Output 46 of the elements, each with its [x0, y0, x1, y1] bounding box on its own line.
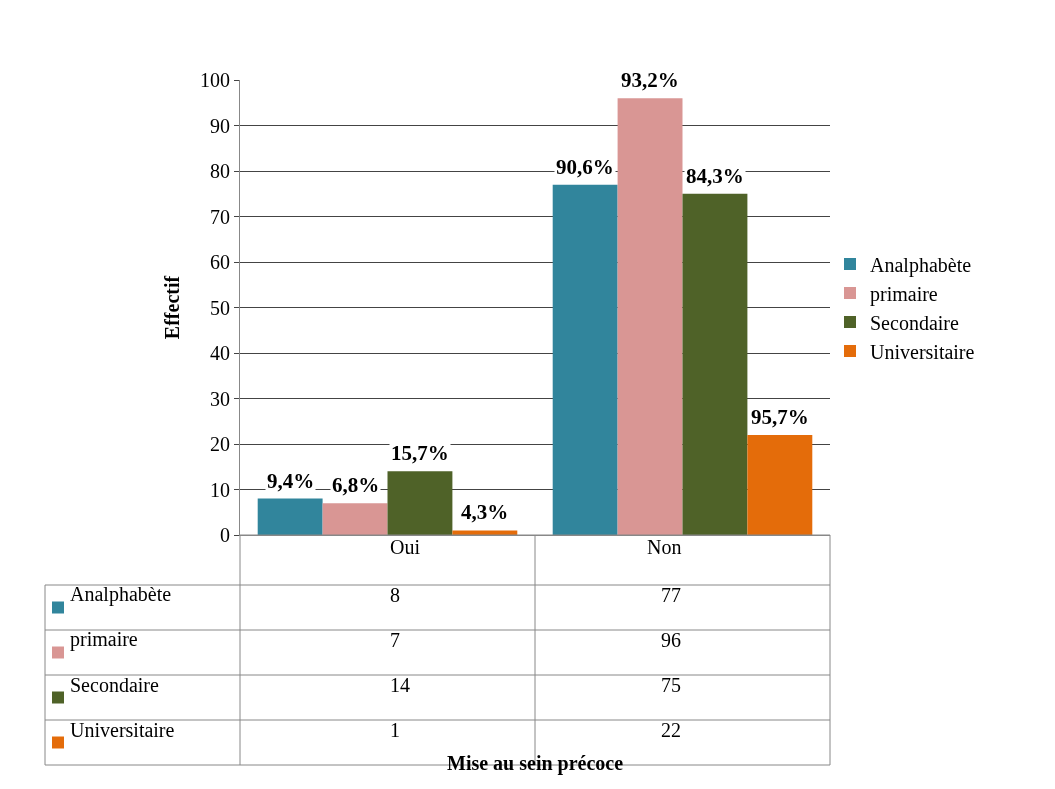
annotation: 15,7% [391, 441, 449, 465]
data-label: 7 [390, 629, 400, 651]
y-tick-label: 10 [210, 478, 230, 501]
y-tick-label: 40 [210, 342, 230, 364]
data-label: 14 [390, 674, 410, 696]
bar [747, 434, 813, 535]
y-tick-label: 80 [210, 160, 230, 182]
legend-label: Secondaire [870, 311, 959, 334]
data-label: 77 [661, 584, 681, 606]
annotation: 9,4% [267, 469, 315, 493]
data-label: 75 [661, 674, 681, 696]
y-tick-label: 30 [210, 387, 230, 410]
legend-label: Universitaire [870, 340, 975, 363]
bar [617, 98, 683, 535]
annotation: 6,8% [332, 473, 380, 497]
data-label: 8 [390, 584, 400, 606]
annotation: 95,7% [751, 405, 809, 429]
data-label: 22 [661, 719, 681, 741]
y-tick-label: 0 [220, 524, 230, 546]
y-tick-label: 70 [210, 205, 230, 228]
bar [682, 193, 748, 535]
bar [322, 503, 388, 535]
text: Universitaire [70, 719, 175, 741]
y-tick-label: 50 [210, 296, 230, 319]
y-tick-label: 60 [210, 251, 230, 273]
y-tick-label: 20 [210, 433, 230, 455]
text: Mise au sein précoce [447, 752, 624, 775]
x-tick-label: Non [647, 536, 682, 558]
text: Secondaire [70, 674, 159, 696]
text: Analphabète [870, 253, 972, 276]
text: primaire [70, 628, 138, 650]
x-tick-label: Oui [390, 536, 421, 558]
annotation: 4,3% [461, 500, 509, 524]
bar [387, 471, 453, 535]
bar [257, 498, 323, 535]
legend-label: primaire [870, 282, 938, 306]
legend-label: Analphabète [70, 583, 172, 606]
data-label: 96 [661, 629, 681, 651]
annotation: 84,3% [686, 164, 744, 188]
data-label: 1 [390, 719, 400, 741]
annotation: 90,6% [556, 155, 614, 179]
bar [552, 184, 618, 535]
y-tick-label: 90 [210, 114, 230, 137]
annotation: 93,2% [621, 68, 679, 92]
y-tick-label: 100 [200, 69, 230, 91]
y-axis-title: Effectif [160, 275, 183, 340]
